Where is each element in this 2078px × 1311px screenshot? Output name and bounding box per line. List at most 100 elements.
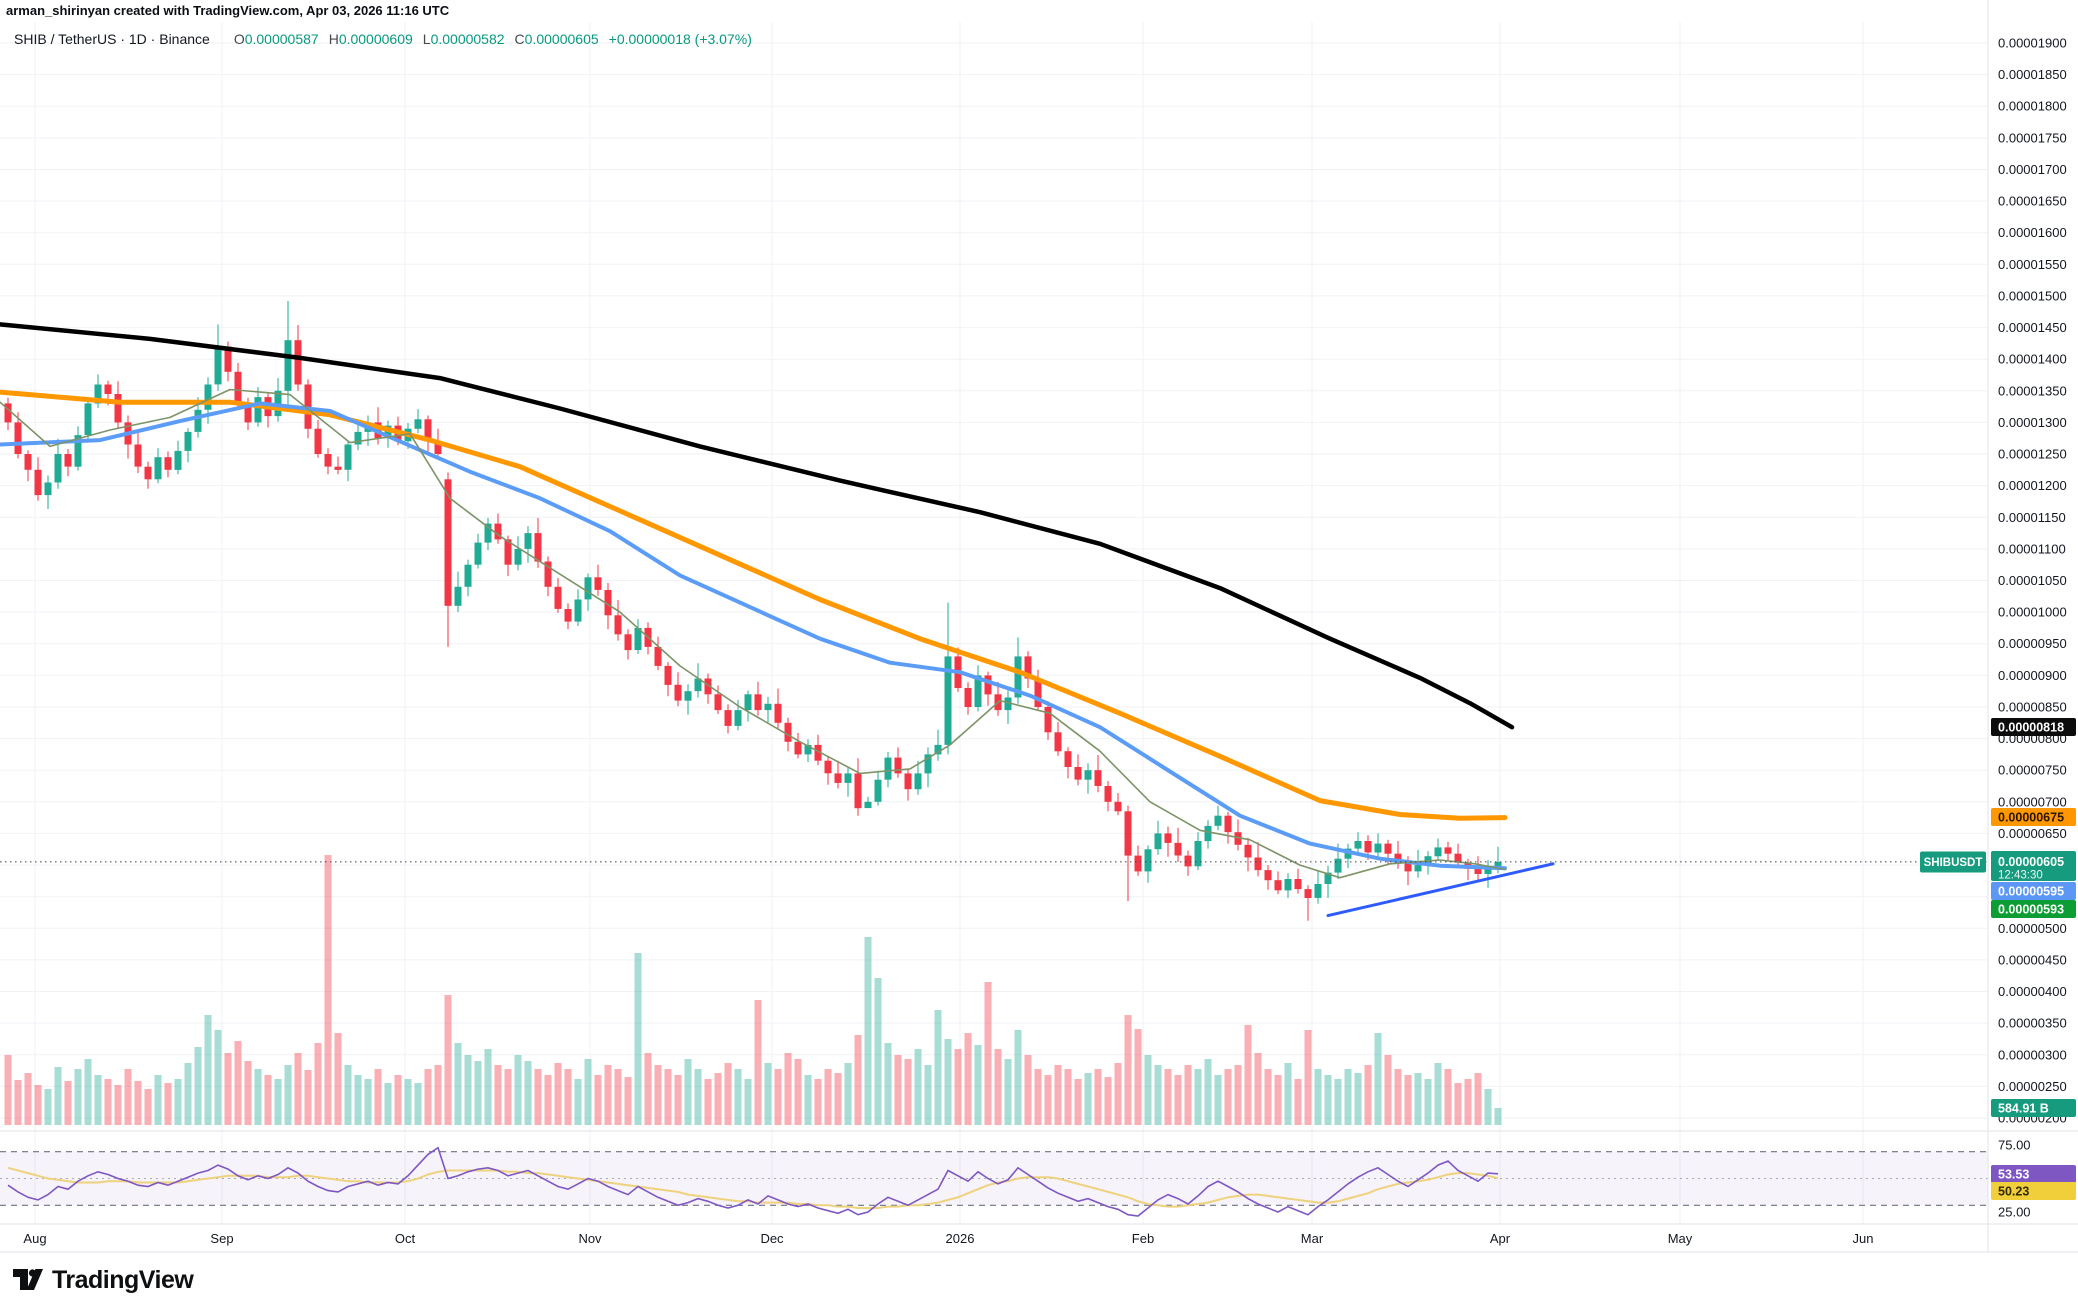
volume-bar bbox=[1304, 1030, 1312, 1125]
time-axis-label[interactable]: 2026 bbox=[946, 1231, 975, 1246]
volume-bar bbox=[1054, 1065, 1062, 1125]
price-tick-label[interactable]: 0.00000500 bbox=[1998, 921, 2067, 936]
tradingview-logo-icon bbox=[13, 1268, 43, 1290]
price-tick-label[interactable]: 0.00001350 bbox=[1998, 383, 2067, 398]
chart-legend[interactable]: SHIB / TetherUS · 1D · Binance O0.0000058… bbox=[14, 31, 752, 47]
price-tick-label[interactable]: 0.00001050 bbox=[1998, 573, 2067, 588]
price-tick-label[interactable]: 0.00001700 bbox=[1998, 162, 2067, 177]
candle-body bbox=[564, 609, 572, 622]
candle-body bbox=[1244, 844, 1252, 858]
candle-body bbox=[1024, 656, 1032, 679]
candle-body bbox=[164, 457, 172, 470]
time-axis-label[interactable]: Nov bbox=[578, 1231, 602, 1246]
candle-body bbox=[634, 627, 642, 650]
rsi-tick-label[interactable]: 25.00 bbox=[1998, 1205, 2031, 1220]
candle-body bbox=[1324, 872, 1332, 884]
price-tick-label[interactable]: 0.00001900 bbox=[1998, 36, 2067, 51]
price-tick-label[interactable]: 0.00000700 bbox=[1998, 794, 2067, 809]
price-tick-label[interactable]: 0.00001400 bbox=[1998, 352, 2067, 367]
time-axis-label[interactable]: May bbox=[1668, 1231, 1693, 1246]
rsi-line bbox=[7, 1146, 1499, 1217]
candle-body bbox=[1224, 815, 1232, 833]
volume-bar bbox=[1324, 1075, 1332, 1125]
candle-body bbox=[904, 773, 912, 790]
symbol-side-chip: SHIBUSDT bbox=[1920, 851, 1986, 873]
volume-bar bbox=[1184, 1065, 1192, 1125]
price-tick-label[interactable]: 0.00000400 bbox=[1998, 984, 2067, 999]
candle-body bbox=[974, 675, 982, 707]
price-tick-label[interactable]: 0.00000650 bbox=[1998, 826, 2067, 841]
axis-price-chip: 584.91 B bbox=[1991, 1099, 2076, 1117]
volume-bar bbox=[154, 1075, 162, 1125]
svg-text:50.23: 50.23 bbox=[1998, 1185, 2029, 1199]
volume-bar bbox=[1354, 1073, 1362, 1125]
candle-body bbox=[184, 431, 192, 451]
price-tick-label[interactable]: 0.00001500 bbox=[1998, 288, 2067, 303]
candle-body bbox=[864, 801, 872, 809]
volume-bar bbox=[574, 1079, 582, 1125]
price-tick-label[interactable]: 0.00001550 bbox=[1998, 257, 2067, 272]
price-tick-label[interactable]: 0.00001850 bbox=[1998, 67, 2067, 82]
price-tick-label[interactable]: 0.00001750 bbox=[1998, 130, 2067, 145]
volume-bar bbox=[594, 1075, 602, 1125]
candle-body bbox=[1354, 841, 1362, 849]
candle-body bbox=[1054, 732, 1062, 752]
price-tick-label[interactable]: 0.00001150 bbox=[1998, 510, 2066, 525]
price-tick-label[interactable]: 0.00000250 bbox=[1998, 1079, 2067, 1094]
volume-bar bbox=[974, 1045, 982, 1125]
price-tick-label[interactable]: 0.00000950 bbox=[1998, 636, 2067, 651]
volume-bar bbox=[1194, 1069, 1202, 1125]
time-axis-label[interactable]: Apr bbox=[1490, 1231, 1511, 1246]
price-tick-label[interactable]: 0.00001600 bbox=[1998, 225, 2067, 240]
price-tick-label[interactable]: 0.00000750 bbox=[1998, 763, 2067, 778]
price-tick-label[interactable]: 0.00000850 bbox=[1998, 700, 2067, 715]
volume-bar bbox=[1004, 1059, 1012, 1125]
price-tick-label[interactable]: 0.00001450 bbox=[1998, 320, 2067, 335]
candle-body bbox=[344, 444, 352, 470]
volume-bar bbox=[1024, 1055, 1032, 1125]
svg-text:0.00000593: 0.00000593 bbox=[1998, 903, 2064, 917]
price-tick-label[interactable]: 0.00001200 bbox=[1998, 478, 2067, 493]
candle-body bbox=[114, 394, 122, 423]
symbol-title[interactable]: SHIB / TetherUS · 1D · Binance bbox=[14, 31, 210, 47]
axis-price-chip: 0.00000818 bbox=[1991, 718, 2076, 736]
price-tick-label[interactable]: 0.00000900 bbox=[1998, 668, 2067, 683]
candle-body bbox=[1064, 751, 1072, 767]
time-axis-label[interactable]: Mar bbox=[1301, 1231, 1324, 1246]
time-axis-label[interactable]: Aug bbox=[23, 1231, 46, 1246]
candle-body bbox=[614, 615, 622, 635]
volume-bar bbox=[1474, 1073, 1482, 1125]
volume-bar bbox=[54, 1067, 62, 1125]
price-tick-label[interactable]: 0.00000350 bbox=[1998, 1016, 2067, 1031]
candle-body bbox=[844, 773, 852, 783]
volume-bar bbox=[64, 1081, 72, 1125]
volume-bar bbox=[844, 1063, 852, 1125]
trendline[interactable] bbox=[1326, 862, 1555, 918]
volume-bar bbox=[584, 1059, 592, 1125]
price-tick-label[interactable]: 0.00001250 bbox=[1998, 447, 2067, 462]
price-tick-label[interactable]: 0.00000450 bbox=[1998, 952, 2067, 967]
price-tick-label[interactable]: 0.00000300 bbox=[1998, 1047, 2067, 1062]
price-tick-label[interactable]: 0.00001300 bbox=[1998, 415, 2067, 430]
candle-body bbox=[464, 564, 472, 587]
time-axis-label[interactable]: Jun bbox=[1853, 1231, 1874, 1246]
tradingview-footer[interactable]: TradingView bbox=[13, 1266, 194, 1295]
price-tick-label[interactable]: 0.00001800 bbox=[1998, 99, 2067, 114]
time-axis-label[interactable]: Sep bbox=[210, 1231, 233, 1246]
candle-body bbox=[314, 428, 322, 454]
time-axis-label[interactable]: Oct bbox=[395, 1231, 416, 1246]
candle-body bbox=[84, 403, 92, 435]
rsi-tick-label[interactable]: 75.00 bbox=[1998, 1138, 2031, 1153]
volume-bar bbox=[684, 1059, 692, 1125]
candle-body bbox=[544, 561, 552, 587]
time-axis-label[interactable]: Dec bbox=[760, 1231, 784, 1246]
candle-body bbox=[104, 384, 112, 394]
price-tick-label[interactable]: 0.00001100 bbox=[1998, 541, 2066, 556]
time-axis-label[interactable]: Feb bbox=[1132, 1231, 1154, 1246]
price-tick-label[interactable]: 0.00001650 bbox=[1998, 194, 2067, 209]
price-tick-label[interactable]: 0.00001000 bbox=[1998, 605, 2067, 620]
svg-text:SHIBUSDT: SHIBUSDT bbox=[1924, 857, 1983, 869]
volume-bar bbox=[434, 1065, 442, 1125]
